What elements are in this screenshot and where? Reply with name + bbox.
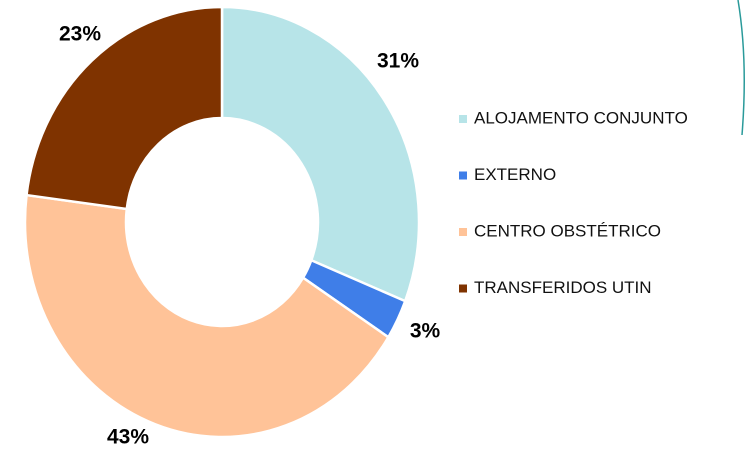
donut-slice <box>23 193 390 439</box>
legend-label: ALOJAMENTO CONJUNTO <box>474 108 688 127</box>
donut-slice <box>220 5 421 303</box>
legend-swatch <box>459 284 467 293</box>
data-label: 31% <box>377 50 419 73</box>
data-label: 23% <box>59 23 101 46</box>
decoration <box>737 0 745 136</box>
legend-label: CENTRO OBSTÉTRICO <box>474 221 661 240</box>
legend-swatch <box>459 115 467 123</box>
data-label: 43% <box>107 426 149 449</box>
legend-label: EXTERNO <box>474 165 556 184</box>
legend-swatch <box>459 228 467 236</box>
legend-swatch <box>459 171 467 180</box>
donut-slice <box>25 5 224 211</box>
data-label: 3% <box>410 320 441 343</box>
legend-label: TRANSFERIDOS UTIN <box>474 278 652 297</box>
